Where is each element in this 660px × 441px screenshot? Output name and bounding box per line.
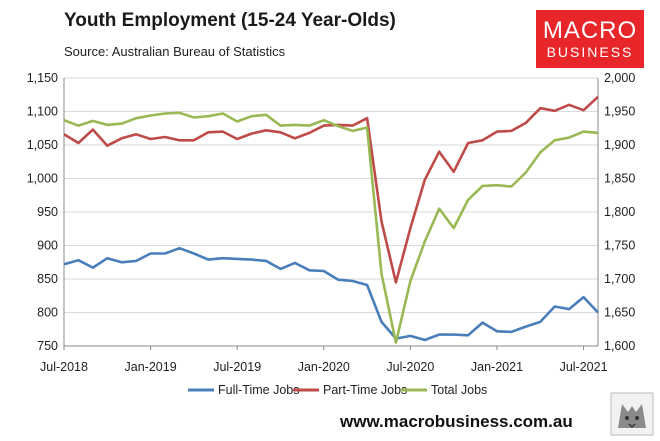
- grid-lines: [64, 77, 598, 347]
- x-tick-label: Jan-2021: [471, 360, 523, 374]
- chart-title: Youth Employment (15-24 Year-Olds): [64, 10, 396, 31]
- y-right-tick-label: 1,800: [604, 205, 635, 219]
- chart-source: Source: Australian Bureau of Statistics: [64, 44, 286, 59]
- y-left-tick-label: 1,100: [27, 105, 58, 119]
- y-left-tick-label: 850: [37, 272, 58, 286]
- full-time-jobs-line: [63, 246, 599, 342]
- legend-label: Total Jobs: [431, 383, 487, 397]
- x-axis: Jul-2018 Jan-2019 Jul-2019 Jan-2020 Jul-2020…: [40, 345, 608, 374]
- x-tick-label: Jul-2019: [213, 360, 261, 374]
- y-right-tick-label: 1,950: [604, 105, 635, 119]
- x-tick-label: Jan-2020: [298, 360, 350, 374]
- y-right-tick-label: 1,700: [604, 272, 635, 286]
- y-axis-left: 750 800 850 900 950 1,000 1,050 1,100 1,150: [27, 71, 65, 353]
- y-right-tick-label: 1,850: [604, 172, 635, 186]
- x-tick-label: Jul-2018: [40, 360, 88, 374]
- y-left-tick-label: 900: [37, 239, 58, 253]
- y-left-tick-label: 1,050: [27, 138, 58, 152]
- logo-line2: BUSINESS: [546, 44, 634, 60]
- series-lines: [63, 95, 599, 344]
- y-left-tick-label: 800: [37, 306, 58, 320]
- wolf-seal-icon: [610, 392, 654, 436]
- y-axis-right: 1,600 1,650 1,700 1,750 1,800 1,850 1,900 1,950…: [597, 71, 635, 353]
- x-tick-label: Jul-2020: [386, 360, 434, 374]
- logo-line1: MACRO: [542, 17, 638, 44]
- y-right-tick-label: 1,600: [604, 339, 635, 353]
- total-jobs-line: [63, 111, 599, 344]
- y-left-tick-label: 1,150: [27, 71, 58, 85]
- y-left-tick-label: 750: [37, 339, 58, 353]
- legend-label: Full-Time Jobs: [218, 383, 300, 397]
- x-tick-label: Jul-2021: [560, 360, 608, 374]
- y-left-tick-label: 950: [37, 205, 58, 219]
- x-tick-label: Jan-2019: [125, 360, 177, 374]
- y-right-tick-label: 1,900: [604, 138, 635, 152]
- y-right-tick-label: 1,650: [604, 306, 635, 320]
- y-left-tick-label: 1,000: [27, 172, 58, 186]
- legend: Full-Time Jobs Part-Time Jobs Total Jobs: [188, 383, 487, 397]
- macrobusiness-logo: MACRO BUSINESS: [536, 10, 644, 68]
- y-right-tick-label: 2,000: [604, 71, 635, 85]
- legend-label: Part-Time Jobs: [323, 383, 407, 397]
- part-time-jobs-line: [63, 95, 599, 284]
- website-url: www.macrobusiness.com.au: [340, 412, 573, 431]
- y-right-tick-label: 1,750: [604, 239, 635, 253]
